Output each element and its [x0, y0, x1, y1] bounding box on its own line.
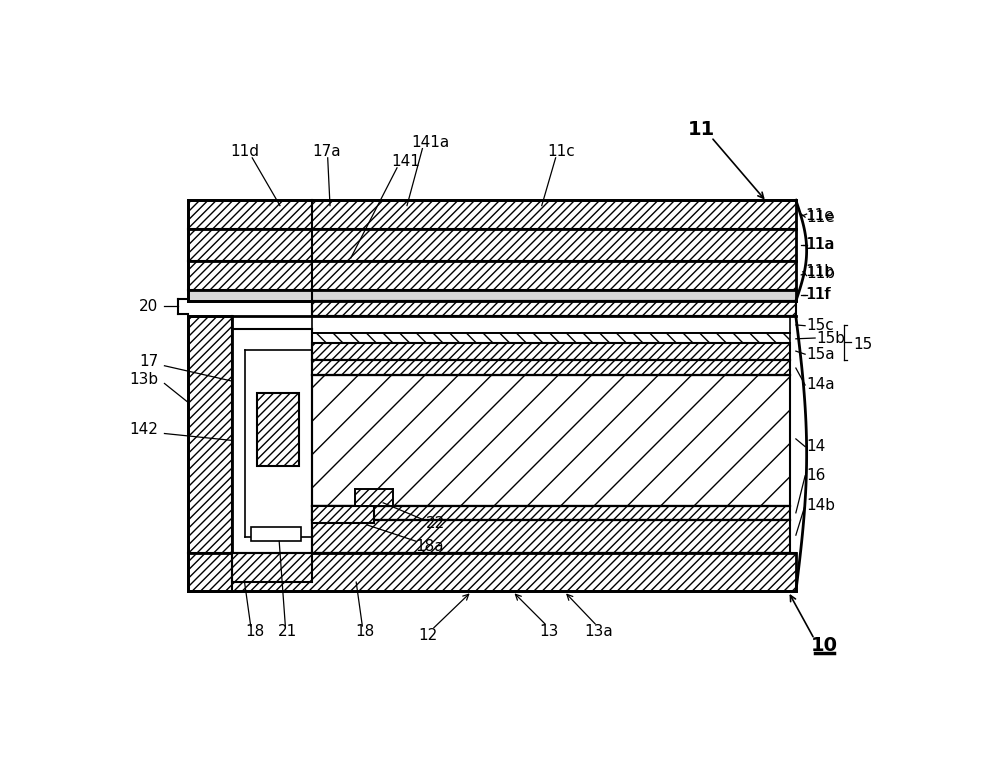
Text: 11a: 11a: [805, 237, 834, 253]
Text: 11f: 11f: [805, 287, 830, 303]
Bar: [312, 316, 790, 333]
Text: 11a: 11a: [807, 237, 835, 253]
Text: 15a: 15a: [807, 346, 835, 362]
Text: 141a: 141a: [411, 135, 449, 150]
Text: 11f: 11f: [807, 287, 831, 303]
Bar: [312, 506, 374, 523]
Bar: [188, 229, 796, 261]
Text: 11c: 11c: [547, 144, 575, 159]
Text: 11: 11: [688, 120, 715, 139]
Text: 141: 141: [392, 154, 421, 169]
Text: 18: 18: [355, 624, 374, 639]
Text: 13a: 13a: [584, 624, 613, 639]
Text: 11d: 11d: [230, 144, 259, 159]
Text: 14: 14: [807, 439, 826, 454]
Text: 11e: 11e: [807, 209, 835, 225]
Bar: [257, 393, 299, 466]
Bar: [188, 261, 796, 290]
Text: 20: 20: [139, 299, 158, 314]
Text: 18: 18: [245, 624, 264, 639]
Bar: [188, 553, 796, 591]
Text: 10: 10: [811, 636, 838, 654]
Text: 11b: 11b: [807, 266, 836, 281]
Bar: [312, 360, 790, 375]
Text: 18a: 18a: [416, 539, 444, 554]
Text: 12: 12: [418, 628, 437, 643]
Text: 21: 21: [278, 624, 297, 639]
Bar: [188, 200, 796, 229]
Text: 13: 13: [540, 624, 559, 639]
Bar: [188, 316, 232, 591]
Bar: [312, 343, 790, 360]
Bar: [251, 527, 301, 541]
Bar: [312, 333, 790, 343]
Text: 22: 22: [426, 516, 445, 531]
Text: 142: 142: [129, 422, 158, 437]
Text: 15: 15: [853, 337, 872, 353]
Text: 14a: 14a: [807, 377, 835, 393]
Text: 11e: 11e: [805, 208, 834, 223]
Bar: [312, 301, 796, 316]
Text: 17: 17: [139, 354, 158, 370]
Text: 16: 16: [807, 468, 826, 484]
Bar: [355, 489, 393, 506]
Bar: [232, 553, 312, 582]
Bar: [312, 375, 790, 506]
Text: 15c: 15c: [807, 318, 834, 333]
Bar: [312, 520, 790, 553]
Bar: [188, 290, 796, 301]
Text: 11b: 11b: [805, 264, 834, 280]
Text: 14b: 14b: [807, 497, 836, 513]
Text: 13b: 13b: [129, 372, 158, 387]
Text: 17a: 17a: [312, 144, 340, 159]
Bar: [312, 506, 790, 520]
Text: 15b: 15b: [817, 330, 846, 346]
